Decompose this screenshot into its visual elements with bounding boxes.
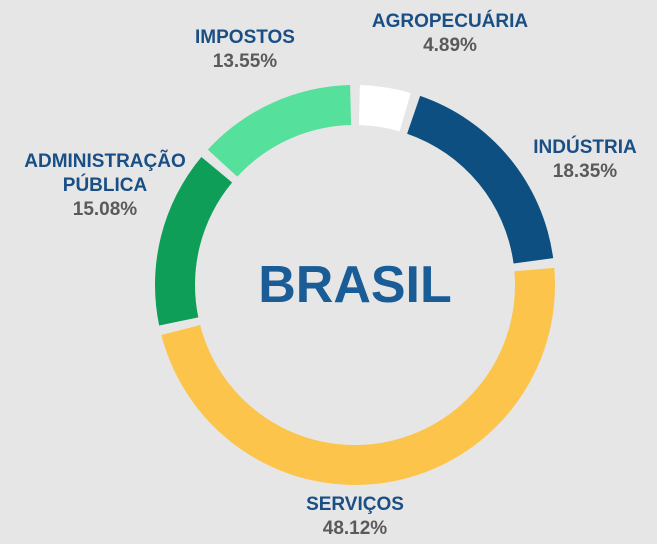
category-label: SERVIÇOS (306, 494, 404, 515)
category-label: ADMINISTRAÇÃO PÚBLICA (24, 151, 186, 196)
value-label: 13.55% (212, 51, 278, 72)
donut-segment (407, 95, 554, 264)
segment-label: INDÚSTRIA 18.35% (515, 136, 655, 184)
value-label: 18.35% (552, 161, 618, 182)
segment-label: AGROPECUÁRIA 4.89% (340, 10, 560, 58)
segment-label: SERVIÇOS 48.12% (275, 493, 435, 541)
category-label: INDÚSTRIA (533, 137, 637, 158)
donut-segment (154, 156, 233, 326)
value-label: 15.08% (72, 199, 138, 220)
category-label: IMPOSTOS (195, 27, 295, 48)
category-label: AGROPECUÁRIA (371, 11, 529, 32)
value-label: 4.89% (423, 35, 477, 56)
donut-segment (161, 267, 555, 485)
value-label: 48.12% (322, 518, 388, 539)
donut-segment (207, 85, 352, 177)
segment-label: ADMINISTRAÇÃO PÚBLICA 15.08% (20, 150, 190, 222)
donut-segment (358, 85, 411, 132)
chart-title: BRASIL (258, 256, 452, 314)
segment-label: IMPOSTOS 13.55% (175, 26, 315, 74)
